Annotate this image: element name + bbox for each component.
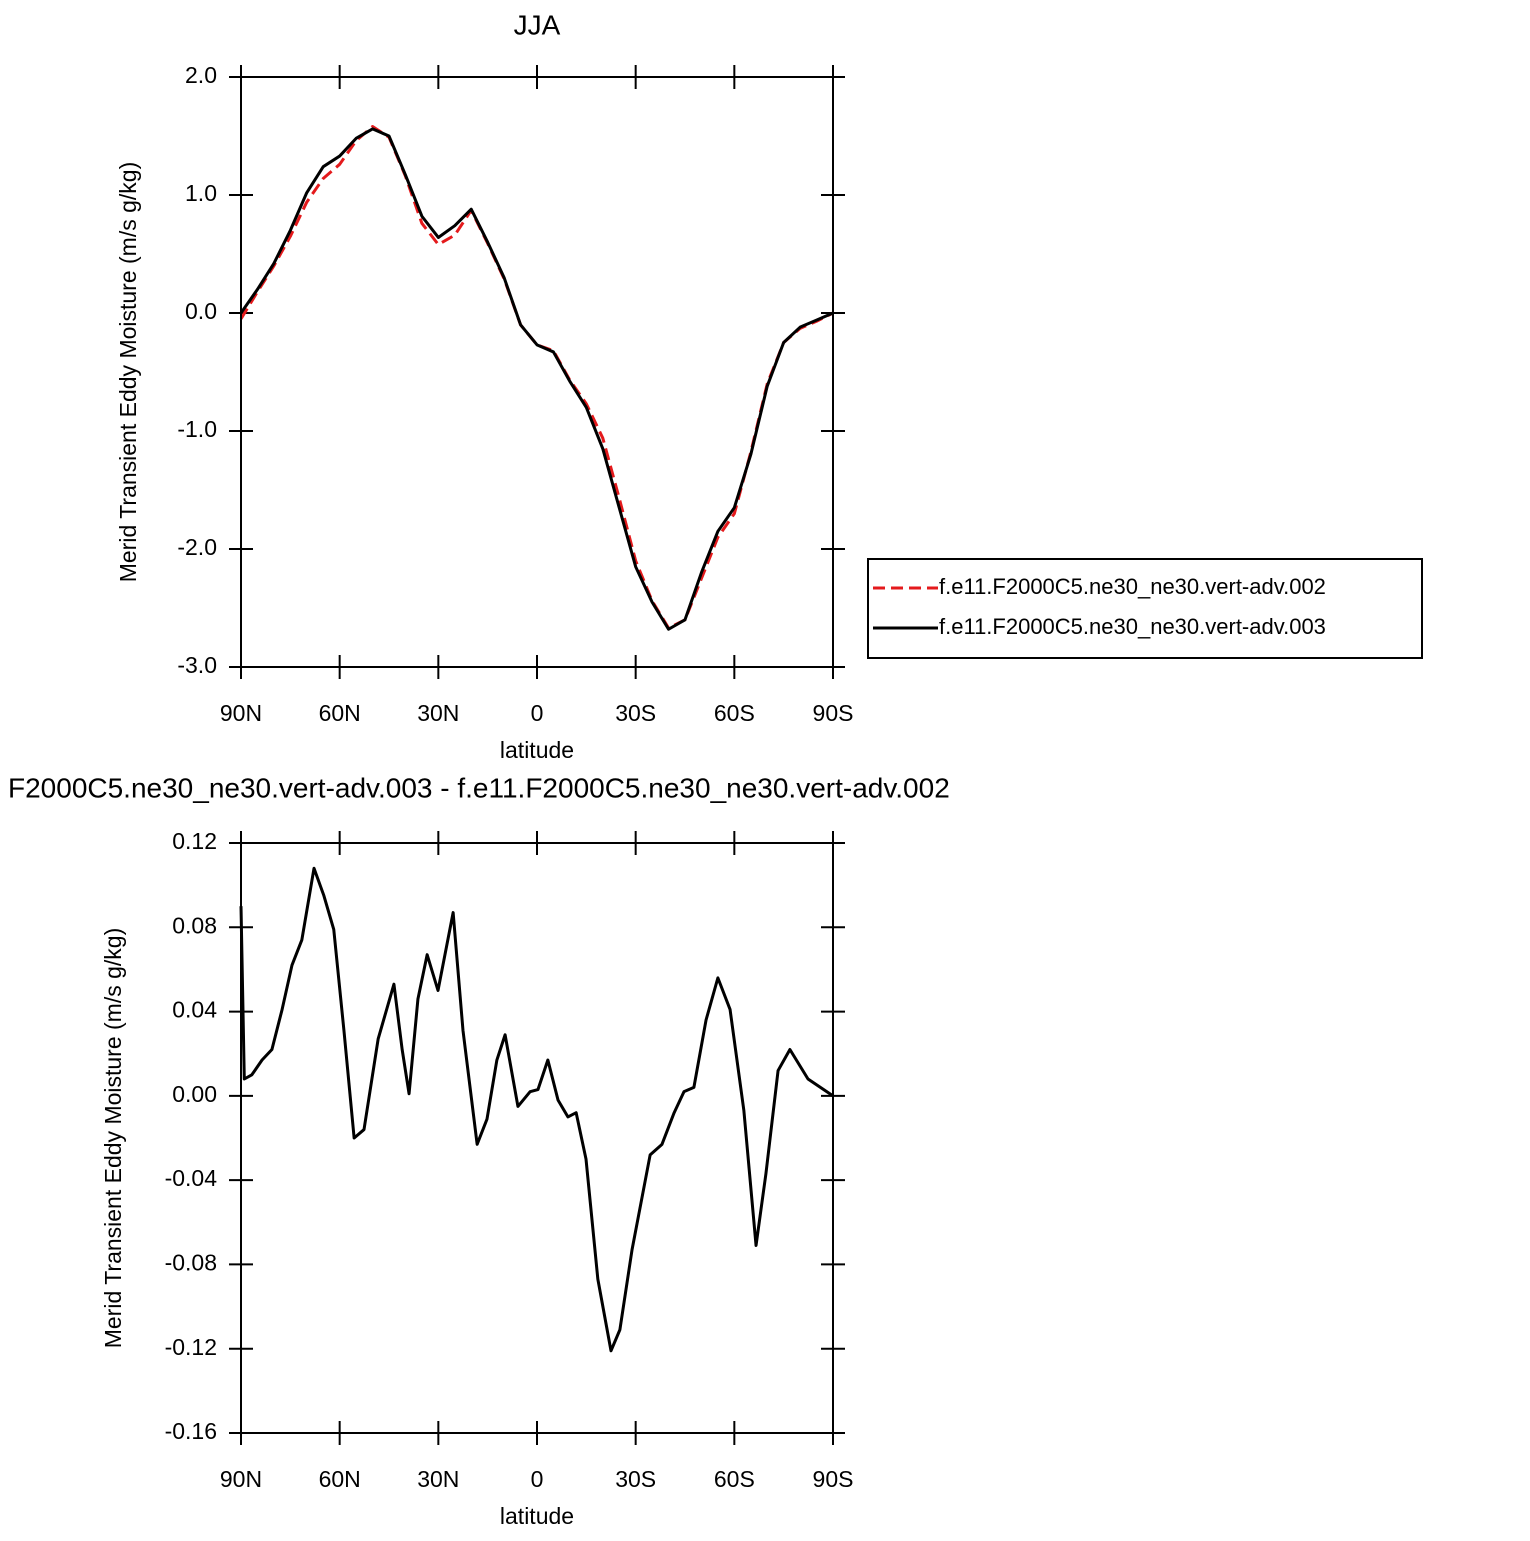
- chart-title: JJA: [514, 9, 561, 40]
- x-tick-label: 30N: [417, 1466, 459, 1492]
- data-line: [239, 125, 834, 630]
- x-tick-label: 90N: [220, 700, 262, 726]
- x-axis-label: latitude: [500, 1503, 574, 1529]
- x-axis-label: latitude: [500, 737, 574, 763]
- y-tick-label: -1.0: [177, 416, 217, 442]
- x-tick-label: 60S: [714, 1466, 755, 1492]
- x-tick-label: 30S: [615, 1466, 656, 1492]
- y-tick-label: -3.0: [177, 652, 217, 678]
- y-tick-label: 0.04: [172, 997, 217, 1023]
- x-tick-label: 60S: [714, 700, 755, 726]
- x-tick-label: 60N: [319, 700, 361, 726]
- x-tick-label: 60N: [319, 1466, 361, 1492]
- y-tick-label: -2.0: [177, 534, 217, 560]
- y-tick-label: -0.16: [165, 1418, 217, 1444]
- y-tick-label: 1.0: [185, 180, 217, 206]
- legend-text: f.e11.F2000C5.ne30_ne30.vert-adv.002: [939, 574, 1326, 599]
- legend-box: [867, 558, 1423, 659]
- y-axis-label: Merid Transient Eddy Moisture (m/s g/kg): [100, 928, 126, 1349]
- y-tick-label: 2.0: [185, 62, 217, 88]
- y-tick-label: -0.12: [165, 1334, 217, 1360]
- data-line: [239, 127, 834, 631]
- y-tick-label: 0.08: [172, 912, 217, 938]
- plot-frame: [240, 842, 834, 1434]
- y-tick-label: -0.04: [165, 1165, 218, 1191]
- y-tick-label: 0.0: [185, 298, 217, 324]
- y-tick-label: 0.00: [172, 1081, 217, 1107]
- y-axis-label: Merid Transient Eddy Moisture (m/s g/kg): [115, 162, 141, 583]
- plot-frame: [240, 76, 834, 668]
- y-tick-label: 0.12: [172, 828, 217, 854]
- x-tick-label: 0: [531, 1466, 544, 1492]
- legend-text: f.e11.F2000C5.ne30_ne30.vert-adv.003: [939, 614, 1326, 639]
- x-tick-label: 90S: [813, 1466, 854, 1492]
- x-tick-label: 90S: [813, 700, 854, 726]
- data-line: [239, 866, 834, 1353]
- x-tick-label: 0: [531, 700, 544, 726]
- y-tick-label: -0.08: [165, 1250, 217, 1276]
- x-tick-label: 90N: [220, 1466, 262, 1492]
- x-tick-label: 30S: [615, 700, 656, 726]
- x-tick-label: 30N: [417, 700, 459, 726]
- chart-title: F2000C5.ne30_ne30.vert-adv.003 - f.e11.F…: [8, 772, 950, 803]
